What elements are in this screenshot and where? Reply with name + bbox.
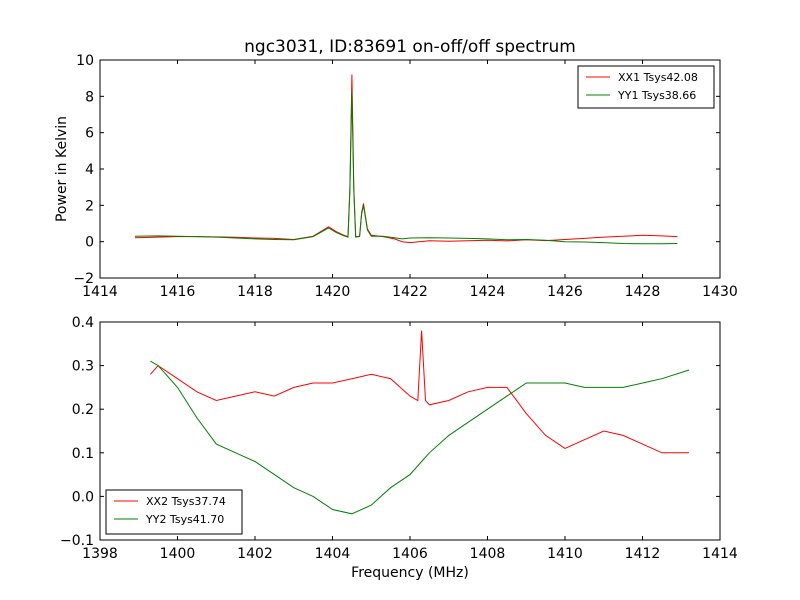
top-x-tick-label: 1414 [82, 284, 118, 300]
bottom-legend-label-1: XX2 Tsys37.74 [146, 495, 226, 508]
bottom-y-tick-label: 0.0 [72, 489, 94, 505]
bottom-legend-label-2: YY2 Tsys41.70 [145, 513, 224, 526]
top-legend-label-1: XX1 Tsys42.08 [618, 71, 698, 84]
figure-title: ngc3031, ID:83691 on-off/off spectrum [244, 37, 576, 57]
top-legend: XX1 Tsys42.08 YY1 Tsys38.66 [577, 65, 715, 109]
bottom-y-tick-label: 0.1 [72, 446, 94, 462]
bottom-x-tick-label: 1414 [702, 546, 738, 562]
bottom-legend-box [105, 489, 243, 535]
bottom-x-tick-label: 1410 [547, 546, 583, 562]
top-x-tick-label: 1416 [160, 284, 196, 300]
top-x-tick-label: 1430 [702, 284, 738, 300]
bottom-x-tick-label: 1398 [82, 546, 118, 562]
bottom-x-tick-label: 1404 [315, 546, 351, 562]
top-x-tick-label: 1426 [547, 284, 583, 300]
top-y-tick-label: 8 [85, 89, 94, 105]
top-x-tick-label: 1428 [625, 284, 661, 300]
bottom-spectrum-panel: 1398 1400 1402 1404 1406 1408 1410 1412 1414 −0.1… [60, 315, 738, 562]
x-axis-label: Frequency (MHz) [351, 565, 469, 581]
top-x-tick-label: 1422 [392, 284, 428, 300]
bottom-x-tick-label: 1412 [625, 546, 661, 562]
bottom-legend: XX2 Tsys37.74 YY2 Tsys41.70 [105, 489, 243, 535]
top-y-tick-label: 10 [76, 53, 94, 69]
bottom-series-2-line [150, 360, 690, 515]
top-series-2-line [134, 90, 678, 245]
top-legend-label-2: YY1 Tsys38.66 [617, 89, 696, 102]
bottom-x-tick-label: 1406 [392, 546, 428, 562]
top-x-tick-label: 1424 [470, 284, 506, 300]
top-y-tick-label: 6 [85, 126, 94, 142]
top-x-tick-label: 1420 [315, 284, 351, 300]
bottom-y-tick-label: −0.1 [60, 533, 94, 549]
top-y-tick-label: 0 [85, 235, 94, 251]
bottom-x-tick-label: 1400 [160, 546, 196, 562]
bottom-x-tick-label: 1408 [470, 546, 506, 562]
bottom-y-tick-label: 0.2 [72, 402, 94, 418]
top-y-tick-label: 2 [85, 198, 94, 214]
top-y-tick-label: −2 [73, 271, 94, 287]
bottom-y-tick-label: 0.3 [72, 359, 94, 375]
top-legend-box [577, 65, 715, 109]
top-y-tick-label: 4 [85, 162, 94, 178]
bottom-x-tick-label: 1402 [237, 546, 273, 562]
top-y-axis-label: Power in Kelvin [54, 116, 70, 222]
top-spectrum-panel: 1414 1416 1418 1420 1422 1424 1426 1428 1430 −2 0 2… [54, 53, 738, 300]
top-x-tick-label: 1418 [237, 284, 273, 300]
bottom-series-1-line [150, 330, 689, 454]
bottom-y-tick-label: 0.4 [72, 315, 94, 331]
